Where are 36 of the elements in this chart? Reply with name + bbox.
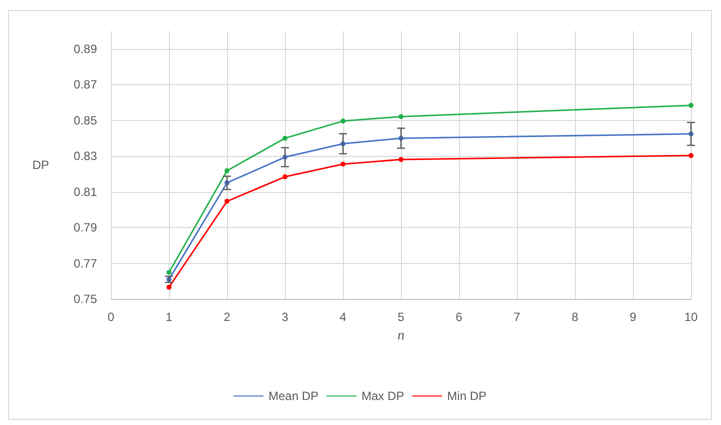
x-axis-title: n: [398, 328, 404, 344]
point: [282, 174, 288, 180]
point: [688, 102, 694, 108]
x-tick-label: 1: [166, 310, 173, 324]
point: [340, 118, 346, 124]
y-tick-label: 0.89: [74, 42, 98, 56]
y-tick-label: 0.75: [74, 292, 98, 306]
x-tick-label: 10: [684, 310, 698, 324]
x-tick-label: 8: [572, 310, 579, 324]
x-tick-label: 5: [398, 310, 405, 324]
y-axis-title: DP: [32, 158, 49, 172]
x-tick-label: 3: [282, 310, 289, 324]
x-tick-label: 2: [224, 310, 231, 324]
point: [340, 162, 346, 167]
legend-label: Mean DP: [268, 389, 319, 403]
point: [224, 168, 230, 174]
point: [282, 136, 288, 141]
point: [166, 284, 172, 290]
y-tick-label: 0.81: [74, 184, 98, 199]
point: [224, 198, 230, 204]
legend-label: Min DP: [447, 389, 487, 403]
x-tick-label: 0: [108, 310, 115, 324]
x-tick-label: 7: [514, 310, 521, 324]
point: [398, 156, 404, 162]
point: [166, 270, 172, 275]
legend-label: Max DP: [362, 389, 404, 403]
y-tick-label: 0.83: [74, 149, 98, 164]
point: [688, 153, 694, 158]
y-tick-label: 0.79: [74, 220, 98, 235]
x-tick-label: 4: [340, 310, 347, 324]
point: [398, 114, 404, 120]
y-tick-label: 0.77: [74, 256, 98, 270]
x-tick-label: 6: [456, 310, 463, 324]
y-tick-label: 0.87: [74, 78, 98, 92]
y-tick-label: 0.85: [74, 113, 98, 128]
x-tick-label: 9: [630, 310, 637, 324]
